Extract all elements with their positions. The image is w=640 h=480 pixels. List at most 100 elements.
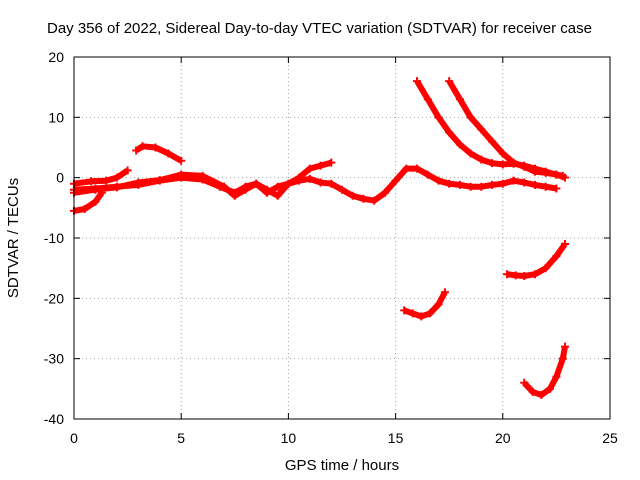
data-point — [262, 185, 271, 194]
data-point — [520, 272, 529, 281]
data-point — [560, 173, 569, 182]
data-point — [552, 252, 561, 261]
data-point — [440, 288, 449, 297]
grid-lines — [74, 57, 610, 419]
data-point — [445, 77, 454, 86]
data-point — [503, 270, 512, 279]
data-point — [445, 128, 454, 137]
data-point — [509, 158, 518, 167]
data-point — [177, 156, 186, 165]
data-point — [151, 143, 160, 152]
data-point — [230, 191, 239, 200]
data-point — [558, 354, 567, 363]
data-point — [520, 178, 529, 187]
y-tick-label: -40 — [44, 411, 64, 427]
data-point — [402, 164, 411, 173]
x-axis-label: GPS time / hours — [285, 457, 399, 474]
data-point — [164, 149, 173, 158]
data-point — [91, 185, 100, 194]
data-point — [80, 205, 89, 214]
data-point — [305, 174, 314, 183]
data-point — [434, 300, 443, 309]
data-point — [545, 384, 554, 393]
data-point — [408, 309, 417, 318]
data-point — [477, 155, 486, 164]
data-point — [134, 178, 143, 187]
data-point — [530, 180, 539, 189]
x-tick-label: 25 — [602, 430, 618, 446]
data-point — [560, 240, 569, 249]
data-point — [560, 342, 569, 351]
data-point — [413, 164, 422, 173]
data-point — [123, 166, 132, 175]
data-point — [132, 146, 141, 155]
series-line-arc-1 — [73, 191, 105, 214]
data-point — [552, 184, 561, 193]
data-point — [455, 180, 464, 189]
data-point — [220, 182, 229, 191]
x-tick-label: 15 — [388, 430, 404, 446]
data-point — [509, 176, 518, 185]
data-point — [498, 179, 507, 188]
data-point — [466, 182, 475, 191]
y-tick-label: 0 — [56, 170, 64, 186]
data-point — [511, 271, 520, 280]
y-tick-label: 20 — [48, 49, 64, 65]
data-point — [295, 173, 304, 182]
data-point — [488, 180, 497, 189]
data-point — [445, 179, 454, 188]
data-point — [498, 149, 507, 158]
data-point — [541, 182, 550, 191]
data-point — [423, 170, 432, 179]
data-point — [520, 378, 529, 387]
data-point — [327, 158, 336, 167]
data-point — [359, 194, 368, 203]
data-point — [273, 191, 282, 200]
data-point — [155, 176, 164, 185]
data-point — [423, 95, 432, 104]
data-series — [70, 77, 569, 399]
data-point — [241, 185, 250, 194]
data-point — [400, 306, 409, 315]
series-line-arc-10 — [522, 346, 568, 398]
data-point — [370, 196, 379, 205]
data-point — [284, 179, 293, 188]
x-tick-label: 10 — [281, 430, 297, 446]
data-point — [413, 77, 422, 86]
data-point — [102, 176, 111, 185]
data-point — [112, 183, 121, 192]
data-point — [138, 142, 147, 151]
y-tick-label: -20 — [44, 290, 64, 306]
data-point — [338, 185, 346, 194]
data-point — [520, 162, 529, 171]
data-point — [541, 168, 550, 177]
x-tick-label: 0 — [70, 430, 78, 446]
chart-title: Day 356 of 2022, Sidereal Day-to-day VTE… — [47, 20, 592, 37]
data-point — [552, 170, 561, 179]
data-point — [466, 149, 475, 158]
data-point — [380, 188, 389, 197]
data-point — [434, 113, 443, 122]
y-axis-label: SDTVAR / TECUs — [5, 178, 22, 298]
data-point — [455, 95, 464, 104]
data-point — [417, 312, 426, 321]
data-point — [477, 182, 486, 191]
data-point — [425, 309, 434, 318]
data-point — [327, 179, 336, 188]
axis-ticks: 0 5 10 15 20 25 -40 -30 -20 -10 0 10 20 — [44, 49, 618, 446]
data-point — [455, 140, 464, 149]
data-point — [488, 159, 497, 168]
data-point — [530, 167, 539, 176]
data-point — [305, 164, 314, 173]
data-point — [91, 197, 100, 206]
data-point — [541, 264, 550, 273]
data-point — [348, 191, 357, 200]
series-line-arc-6 — [414, 79, 564, 179]
x-tick-label: 20 — [495, 430, 511, 446]
data-point — [488, 137, 497, 146]
data-point — [537, 390, 546, 399]
data-point — [477, 125, 486, 134]
data-point — [252, 179, 261, 188]
x-tick-label: 5 — [177, 430, 185, 446]
